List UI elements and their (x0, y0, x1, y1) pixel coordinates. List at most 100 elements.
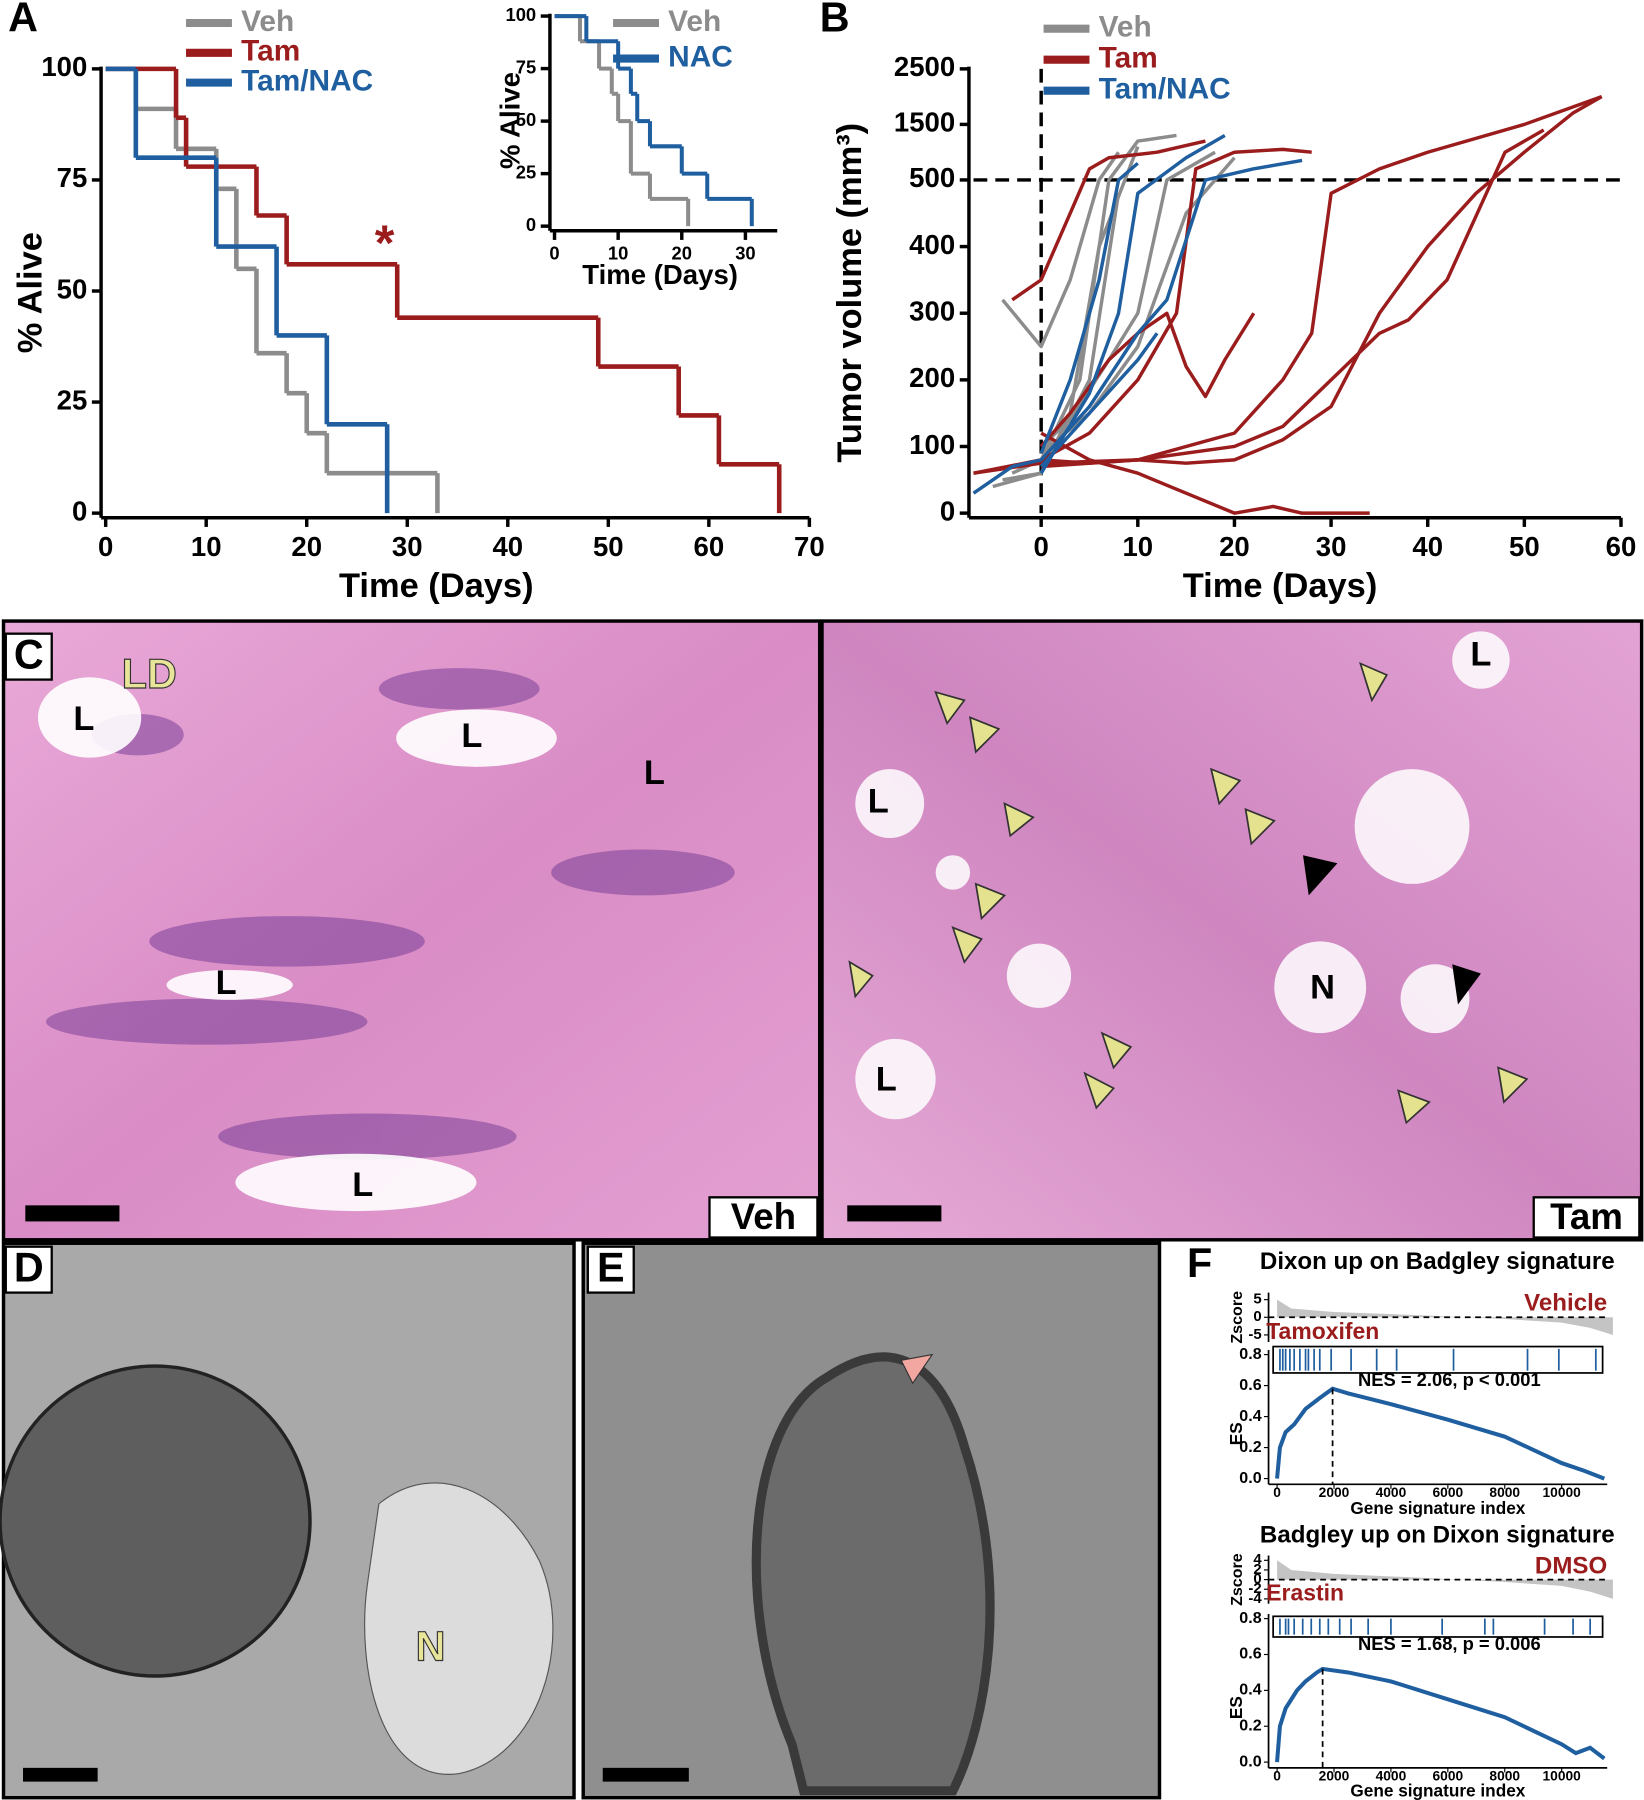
y-tick-label: 500 (909, 162, 955, 193)
tumor-line (1039, 332, 1159, 468)
legend-label: Tam/NAC (1099, 73, 1231, 106)
y-tick-label: 0.6 (1239, 1645, 1261, 1663)
x-tick-label: 40 (1412, 531, 1443, 562)
tumor-line (992, 193, 1121, 489)
y-tick-label: 25 (516, 161, 536, 182)
x-tick-label: 60 (694, 531, 725, 562)
z-tick-label: -4 (1248, 1590, 1262, 1607)
z-axis-title: Zscore (1228, 1291, 1246, 1344)
black-arrowheads (1302, 855, 1481, 1005)
z-tick-label: 0 (1253, 1308, 1261, 1325)
x-tick-label: 0 (1273, 1769, 1281, 1784)
z-tick-label: 2 (1253, 1561, 1261, 1578)
y-axis-title: % Alive (494, 72, 525, 169)
bottom-label: Tamoxifen (1266, 1318, 1379, 1344)
mitochondrion (751, 1352, 995, 1796)
y-axis-title: % Alive (11, 232, 49, 353)
y-tick-label: 100 (41, 51, 87, 82)
legend-label: Tam/NAC (241, 65, 373, 98)
lumen-label: L (352, 1166, 373, 1204)
tumor-line (973, 95, 1603, 475)
legend-label: Veh (241, 5, 294, 38)
label-box (4, 1245, 53, 1294)
y-axis-title: Tumor volume (mm³) (831, 123, 869, 463)
y-tick-label: 100 (506, 4, 537, 25)
lumen-label: L (644, 754, 665, 792)
top-label: DMSO (1535, 1552, 1607, 1579)
tag-box (708, 1196, 819, 1239)
x-tick-label: 10 (191, 531, 222, 562)
nucleus (364, 1482, 554, 1775)
panel-label: C (14, 632, 44, 678)
y-tick-label: 0.2 (1239, 1438, 1261, 1456)
es-curve (1275, 1666, 1606, 1763)
arrowhead (900, 1353, 934, 1385)
y-tick-label: 2500 (894, 51, 955, 82)
group-tag: Veh (731, 1196, 796, 1237)
label-box (586, 1245, 635, 1294)
y-tick-label: 0.2 (1239, 1716, 1261, 1734)
y-tick-label: 0.0 (1239, 1752, 1261, 1770)
y-tick-label: 0.8 (1239, 1345, 1261, 1363)
legend-label: Veh (1099, 11, 1152, 44)
tumor-line (1041, 128, 1545, 469)
x-tick-label: 30 (735, 242, 755, 263)
tumor-line (1001, 151, 1120, 349)
x-axis-title: Time (Days) (339, 567, 534, 605)
x-tick-label: 10000 (1543, 1769, 1582, 1784)
annotation: * (375, 214, 395, 271)
top-label: Vehicle (1524, 1289, 1607, 1316)
lumen-label: L (868, 783, 889, 821)
panel-label: B (820, 0, 850, 41)
y-tick-label: 75 (57, 162, 88, 193)
nuclei (45, 668, 735, 1160)
x-axis-title: Gene signature index (1350, 1781, 1525, 1800)
z-tick-label: -5 (1248, 1326, 1261, 1343)
tumor-line (1039, 133, 1226, 475)
x-tick-label: 2000 (1319, 1485, 1350, 1500)
x-tick-label: 2000 (1319, 1769, 1350, 1784)
y-tick-label: 100 (909, 429, 955, 460)
x-tick-label: 10 (608, 242, 628, 263)
stat-label: NES = 1.68, p = 0.006 (1358, 1633, 1541, 1654)
x-tick-label: 10 (1122, 531, 1153, 562)
arrowheads (848, 661, 1529, 1125)
x-axis-title: Time (Days) (1183, 567, 1378, 605)
scale-bar (602, 1767, 689, 1782)
stat-label: NES = 2.06, p < 0.001 (1358, 1369, 1541, 1390)
hits-box (1272, 1615, 1604, 1638)
x-tick-label: 6000 (1433, 1485, 1464, 1500)
x-tick-label: 70 (794, 531, 825, 562)
group-tag: Tam (1550, 1196, 1623, 1237)
x-tick-label: 20 (1219, 531, 1250, 562)
x-tick-label: 50 (1509, 531, 1540, 562)
x-tick-label: 20 (672, 242, 692, 263)
y-tick-label: 0.4 (1239, 1681, 1261, 1699)
y-tick-label: 50 (516, 109, 536, 130)
x-tick-label: 60 (1606, 531, 1637, 562)
legend-label: Tam (241, 35, 300, 68)
tumor-line (1040, 431, 1370, 515)
nucleus-label: N (416, 1624, 446, 1670)
label-box (4, 632, 53, 681)
x-axis-title: Gene signature index (1350, 1498, 1525, 1518)
y-axis-title: ES (1226, 1696, 1246, 1719)
z-axis-title: Zscore (1228, 1553, 1246, 1606)
x-tick-label: 0 (98, 531, 113, 562)
hits-box (1272, 1345, 1604, 1374)
lipid-droplet (0, 1364, 312, 1678)
x-tick-label: 30 (392, 531, 423, 562)
tumor-line (1011, 139, 1206, 302)
legend-label: Tam (1099, 42, 1158, 75)
y-tick-label: 0 (940, 495, 955, 526)
y-tick-label: 400 (909, 229, 955, 260)
gsea-title: Badgley up on Dixon signature (1260, 1521, 1615, 1548)
x-tick-label: 40 (492, 531, 523, 562)
es-curve (1275, 1386, 1606, 1481)
nucleus-label: N (1310, 969, 1335, 1007)
scale-bar (25, 1205, 120, 1222)
x-tick-label: 4000 (1376, 1485, 1407, 1500)
x-tick-label: 0 (1273, 1485, 1281, 1500)
